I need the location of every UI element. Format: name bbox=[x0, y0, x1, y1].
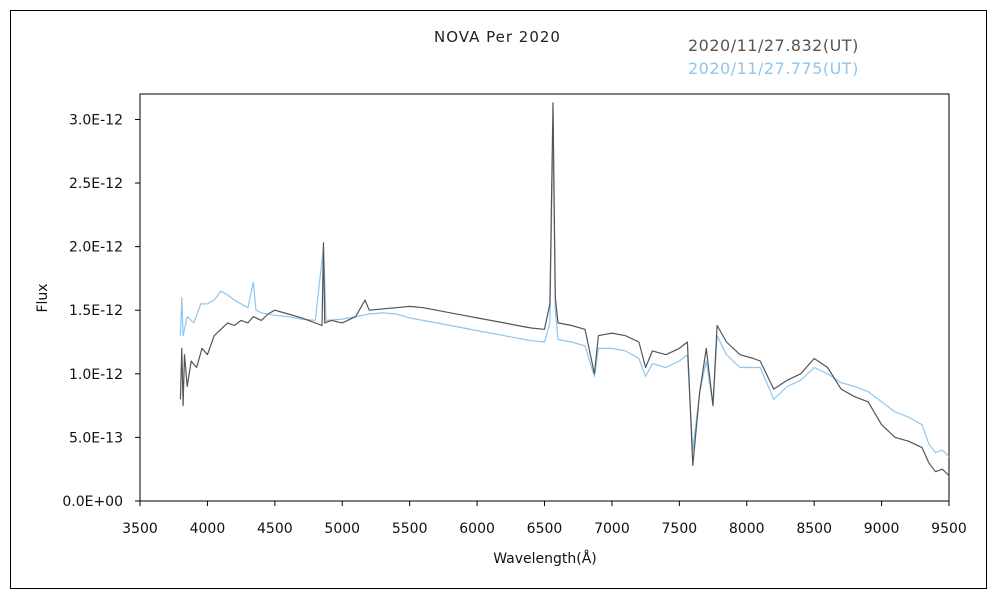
x-tick-label: 8000 bbox=[729, 521, 765, 537]
x-tick-label: 9000 bbox=[864, 521, 900, 537]
chart-frame bbox=[10, 10, 987, 589]
x-tick-label: 5000 bbox=[324, 521, 360, 537]
y-tick-label: 1.5E-12 bbox=[69, 303, 123, 319]
x-tick-label: 8500 bbox=[796, 521, 832, 537]
x-tick-label: 5500 bbox=[392, 521, 428, 537]
legend-entry-series-2: 2020/11/27.775(UT) bbox=[688, 59, 859, 78]
y-tick-label: 0.0E+00 bbox=[62, 494, 123, 510]
chart-title: NOVA Per 2020 bbox=[434, 28, 561, 46]
x-axis: 3500 4000 4500 5000 5500 6000 6500 7000 7500 8000… bbox=[122, 501, 967, 537]
x-axis-label: Wavelength(Å) bbox=[493, 550, 597, 567]
x-tick-label: 9500 bbox=[931, 521, 967, 537]
series-line-1 bbox=[179, 102, 950, 477]
y-tick-label: 5.0E-13 bbox=[69, 430, 123, 446]
legend-entry-series-1: 2020/11/27.832(UT) bbox=[688, 36, 859, 55]
y-axis: 0.0E+00 5.0E-13 1.0E-12 1.5E-12 2.0E-12 2.5E-… bbox=[62, 112, 140, 510]
x-tick-label: 7000 bbox=[594, 521, 630, 537]
x-tick-label: 6500 bbox=[527, 521, 563, 537]
x-tick-label: 6000 bbox=[459, 521, 495, 537]
x-tick-label: 4000 bbox=[190, 521, 226, 537]
x-tick-label: 3500 bbox=[122, 521, 158, 537]
x-tick-label: 4500 bbox=[257, 521, 293, 537]
y-tick-label: 2.5E-12 bbox=[69, 176, 123, 192]
y-axis-label: Flux bbox=[35, 283, 51, 312]
series-lines bbox=[179, 102, 950, 477]
series-line-2 bbox=[179, 125, 950, 457]
x-tick-label: 7500 bbox=[662, 521, 698, 537]
y-tick-label: 2.0E-12 bbox=[69, 240, 123, 256]
y-tick-label: 1.0E-12 bbox=[69, 367, 123, 383]
plot-area bbox=[139, 93, 950, 502]
y-tick-label: 3.0E-12 bbox=[69, 112, 123, 128]
